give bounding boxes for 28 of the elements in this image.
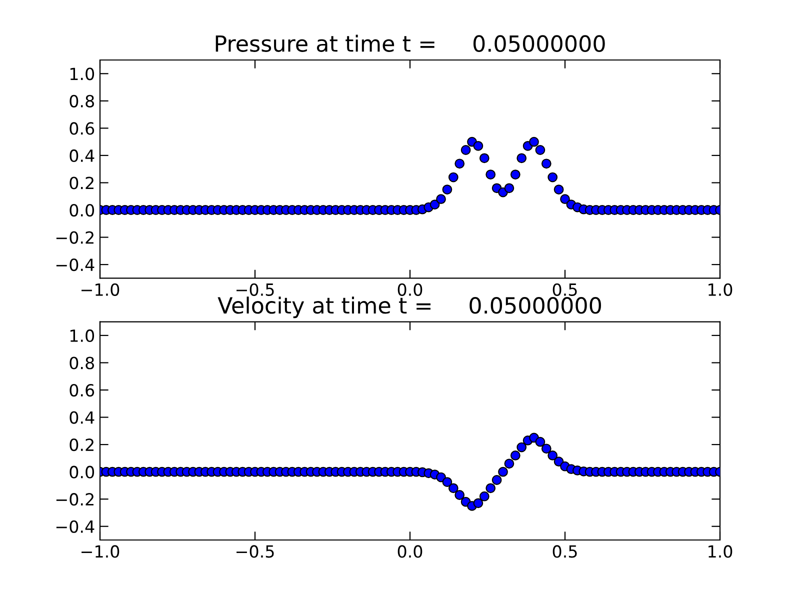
y-tick-label: 0.0 bbox=[70, 466, 94, 478]
chart-title: Pressure at time t = 0.05000000 bbox=[216, 34, 605, 52]
x-tick-label: −0.5 bbox=[236, 545, 274, 558]
y-tick-label: 0.4 bbox=[70, 149, 94, 162]
y-tick-label: −0.2 bbox=[56, 231, 94, 244]
y-tick-label: 0.4 bbox=[70, 411, 94, 424]
y-tick-label: 1.0 bbox=[70, 68, 94, 80]
x-tick-label: −1.0 bbox=[82, 545, 120, 558]
y-tick-label: 1.0 bbox=[70, 329, 94, 342]
x-tick-label: 0.5 bbox=[552, 283, 577, 296]
y-tick-label: −0.4 bbox=[56, 520, 94, 533]
x-tick-label: −0.5 bbox=[236, 283, 274, 296]
y-tick-label: −0.4 bbox=[56, 258, 94, 272]
x-tick-label: 1.0 bbox=[708, 545, 732, 558]
y-tick-label: 0.6 bbox=[70, 122, 94, 135]
y-tick-label: 0.2 bbox=[70, 438, 94, 452]
y-tick-label: 0.6 bbox=[70, 384, 94, 397]
chart-title: Velocity at time t = 0.05000000 bbox=[218, 296, 601, 318]
y-tick-label: −0.2 bbox=[56, 493, 94, 506]
x-tick-label: 1.0 bbox=[708, 283, 732, 296]
y-tick-label: 0.0 bbox=[70, 204, 94, 217]
x-tick-label: 0.0 bbox=[398, 545, 422, 558]
y-tick-label: 0.8 bbox=[70, 356, 94, 370]
x-tick-label: −1.0 bbox=[82, 283, 120, 296]
x-tick-label: 0.0 bbox=[398, 283, 422, 296]
x-tick-label: 0.5 bbox=[552, 545, 577, 558]
y-tick-label: 0.8 bbox=[70, 94, 94, 108]
y-tick-label: 0.2 bbox=[70, 176, 94, 190]
